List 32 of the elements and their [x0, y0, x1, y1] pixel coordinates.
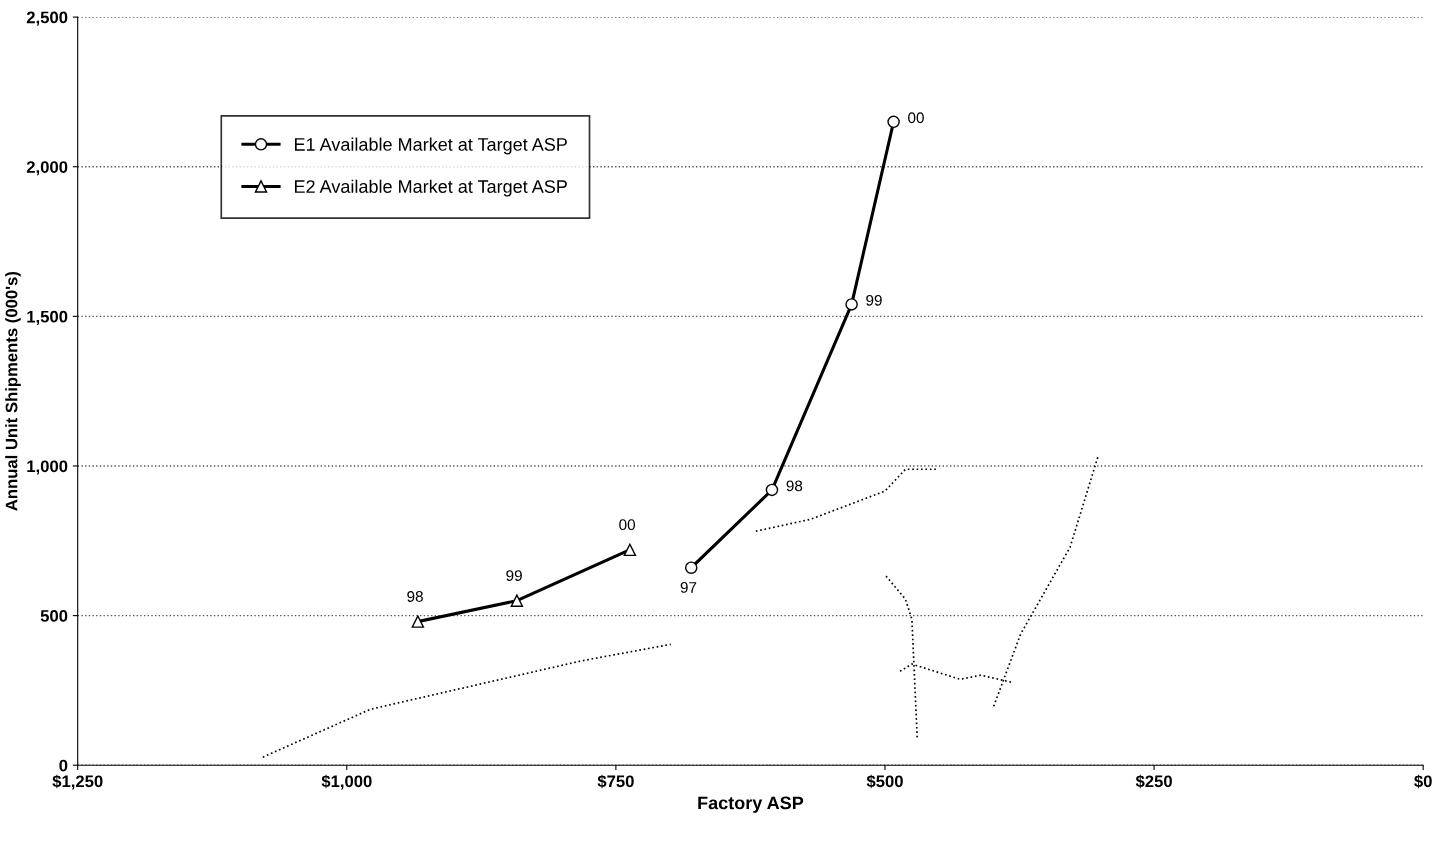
x-tick-label: $1,000: [321, 774, 372, 790]
legend-label: E1 Available Market at Target ASP: [294, 137, 567, 155]
annotation: 99: [506, 570, 522, 581]
y-tick-label: 500: [40, 610, 68, 622]
x-tick-label: $0: [1414, 774, 1432, 789]
x-tick-label: $1,250: [52, 774, 103, 790]
y-tick-label: 1,000: [27, 460, 68, 475]
annotation: 00: [619, 519, 636, 531]
annotation: 98: [407, 591, 423, 602]
annotation: 00: [908, 112, 924, 124]
y-tick-label: 1,500: [27, 310, 68, 325]
x-tick-label: $500: [866, 774, 903, 789]
line-series: [262, 643, 672, 758]
x-axis-title: Factory ASP: [698, 796, 804, 813]
point: [684, 561, 698, 574]
point: [765, 483, 779, 497]
annotation: 97: [680, 582, 697, 593]
line-series: [754, 468, 939, 533]
point: [510, 594, 524, 607]
annotation: 99: [866, 294, 882, 306]
y-tick-label: 2,000: [26, 161, 68, 176]
y-axis-title: Annual Unit Shipments (000's): [5, 271, 21, 511]
legend-label: E2 Available Market at Target ASP: [294, 179, 567, 197]
x-tick-label: $250: [1135, 774, 1172, 789]
point: [623, 543, 637, 557]
point: [411, 615, 425, 628]
point: [887, 115, 900, 129]
x-tick-label: $750: [597, 774, 634, 789]
y-tick-label: 2,500: [26, 11, 68, 26]
point: [845, 298, 858, 311]
y-tick-label: 0: [59, 759, 68, 772]
annotation: 98: [786, 480, 803, 492]
